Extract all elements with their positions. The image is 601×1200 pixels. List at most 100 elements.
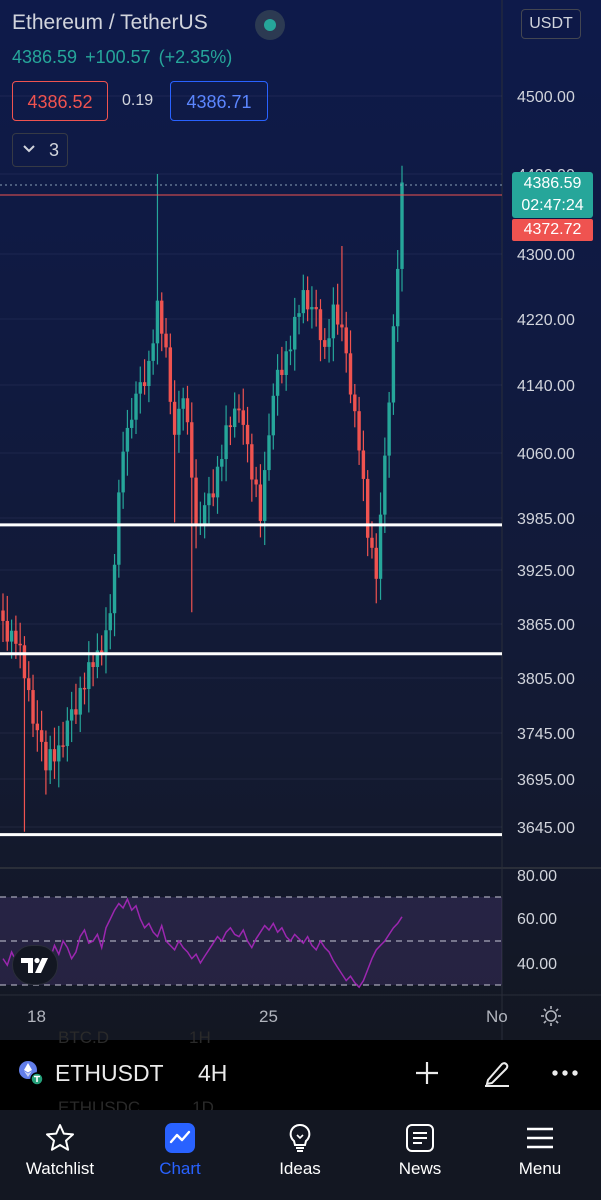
candle-body [177, 408, 181, 435]
last-price-tag: 4386.59 02:47:24 [512, 172, 593, 218]
bar-countdown: 02:47:24 [521, 197, 584, 214]
candle-body [335, 304, 340, 325]
candle-body [232, 408, 237, 428]
plus-icon[interactable] [412, 1058, 442, 1088]
candle-body [254, 479, 258, 485]
candle-body [275, 369, 280, 396]
candle-body [224, 425, 228, 460]
nav-ideas[interactable]: Ideas [240, 1110, 360, 1200]
candle-body [1, 610, 5, 621]
nav-label: Chart [159, 1159, 201, 1178]
nav-news[interactable]: News [360, 1110, 480, 1200]
timeframe-button[interactable]: 4H [198, 1060, 228, 1086]
candle-body [241, 410, 245, 425]
nav-menu[interactable]: Menu [480, 1110, 600, 1200]
menu-icon [527, 1127, 553, 1149]
spread-value: 0.19 [122, 92, 154, 109]
symbol-title[interactable]: Ethereum / TetherUS [12, 11, 208, 34]
candlestick-chart[interactable]: 4500.004400.004300.004220.004140.004060.… [0, 0, 601, 1040]
candle-body [211, 493, 215, 498]
candle-body [172, 401, 177, 435]
candle-body [164, 333, 168, 348]
candle-body [348, 353, 353, 395]
candle-body [48, 749, 52, 771]
settings-icon[interactable] [540, 1005, 562, 1027]
candle-body [5, 620, 9, 642]
price-axis-label: 4060.00 [517, 446, 575, 463]
candle-body [293, 316, 297, 350]
candle-body [74, 709, 78, 715]
indicators-toggle-button[interactable]: 3 [12, 133, 68, 167]
ethereum-icon [19, 1061, 44, 1086]
price-axis-label: 3925.00 [517, 563, 575, 580]
symbol-toolbar: BTC.D 1H ETHUSDC 1D ETHUSDT 4H [0, 1028, 601, 1117]
candle-body [215, 466, 220, 498]
candle-body [245, 424, 250, 445]
candle-body [263, 470, 267, 521]
candle-body [22, 645, 27, 679]
nav-watchlist[interactable]: Watchlist [0, 1110, 120, 1200]
nav-label: News [398, 1159, 442, 1178]
candle-body [147, 360, 151, 387]
candle-body [365, 478, 370, 538]
bottom-navigation: Watchlist Chart Ideas News Menu [0, 1110, 601, 1200]
candle-body [190, 422, 194, 478]
nav-label: Ideas [279, 1159, 321, 1178]
currency-label[interactable]: USDT [521, 9, 581, 39]
candle-body [310, 307, 314, 310]
candle-body [207, 493, 211, 506]
candle-body [39, 730, 44, 742]
candle-body [267, 435, 271, 471]
candle-body [396, 268, 400, 327]
candle-body [387, 402, 391, 456]
candle-body [370, 537, 374, 548]
nav-label: Menu [518, 1159, 562, 1178]
indicator-count: 3 [49, 140, 60, 160]
candle-body [82, 687, 87, 690]
candle-body [331, 304, 336, 339]
more-icon[interactable] [550, 1058, 580, 1088]
candle-body [69, 709, 74, 721]
candle-body [357, 411, 361, 451]
sell-button[interactable]: 4386.52 [12, 81, 108, 121]
candle-body [181, 398, 185, 409]
chart-icon [165, 1123, 195, 1153]
candle-body [95, 650, 100, 668]
last-price-tag-value: 4386.59 [523, 175, 582, 192]
pen-icon[interactable] [482, 1058, 512, 1088]
market-status-icon[interactable] [255, 10, 285, 40]
rsi-line [2, 897, 403, 989]
price-axis-label: 4140.00 [517, 378, 575, 395]
candle-body [112, 564, 117, 614]
chart-area[interactable]: 4500.004400.004300.004220.004140.004060.… [0, 0, 601, 1040]
rsi-axis-label: 60.00 [517, 911, 557, 928]
candle-body [185, 398, 190, 423]
lightbulb-icon [289, 1123, 311, 1152]
candle-body [14, 630, 18, 644]
price-axis-label: 3985.00 [517, 511, 575, 528]
candle-body [353, 394, 357, 412]
last-price: 4386.59 [12, 47, 78, 67]
candle-body [121, 451, 125, 493]
candle-body [284, 351, 288, 375]
candle-body [160, 300, 164, 334]
price-change: +100.57 [85, 47, 151, 67]
candle-body [117, 492, 121, 565]
nav-chart[interactable]: Chart [120, 1110, 240, 1200]
price-change-percent: (+2.35%) [158, 47, 233, 67]
candle-body [125, 427, 130, 452]
candle-body [57, 745, 61, 762]
candle-body [340, 324, 344, 328]
price-axis-label: 3745.00 [517, 726, 575, 743]
candle-body [400, 182, 404, 269]
candle-body [228, 425, 233, 428]
news-icon [406, 1124, 434, 1152]
candle-body [194, 477, 198, 525]
candle-body [61, 745, 65, 747]
candle-body [130, 419, 134, 428]
symbol-name[interactable]: ETHUSDT [55, 1060, 164, 1086]
buy-button[interactable]: 4386.71 [170, 81, 268, 121]
candle-body [134, 393, 138, 420]
candle-body [44, 741, 48, 771]
candle-body [323, 340, 327, 347]
